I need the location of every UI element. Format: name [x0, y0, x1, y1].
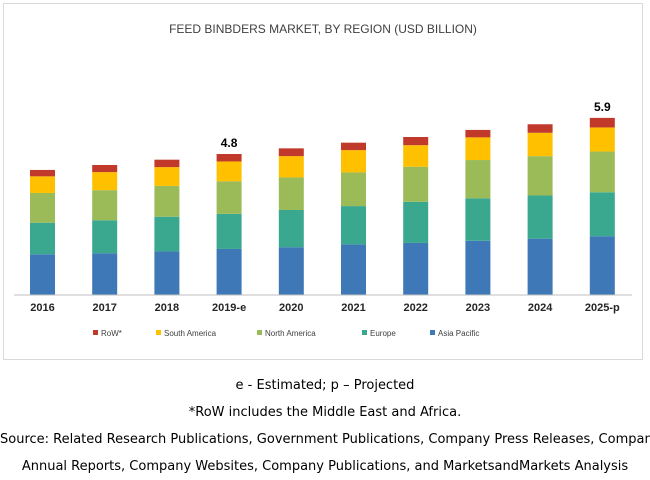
- legend-item-north-america: North America: [257, 329, 316, 338]
- bar-asia-pacific-2022: [403, 242, 429, 295]
- legend-swatch: [430, 330, 435, 335]
- bar-row-2019-e: [216, 154, 242, 162]
- source-line-2: Annual Reports, Company Websites, Compan…: [21, 459, 629, 474]
- x-tick-label: 2021: [341, 302, 365, 314]
- legend-item-europe: Europe: [362, 329, 396, 338]
- x-tick-label: 2017: [92, 302, 116, 314]
- bar-asia-pacific-2018: [154, 251, 180, 295]
- bar-asia-pacific-2020: [278, 247, 304, 295]
- bar-south-america-2024: [527, 132, 553, 157]
- x-tick-labels: 2016 2017 2018 2019-e 2020 2021 2022 2023 2024 20…: [30, 302, 620, 314]
- bar-row-2018: [154, 159, 180, 168]
- bar-row-2024: [527, 124, 553, 133]
- bar-row-2016: [30, 169, 55, 177]
- bar-asia-pacific-2017: [92, 253, 118, 295]
- x-tick-label: 2022: [403, 302, 427, 314]
- bar-row-2023: [465, 129, 491, 138]
- x-tick-label: 2018: [155, 302, 179, 314]
- x-tick-label: 2025-p: [585, 302, 620, 314]
- legend-swatch: [362, 330, 367, 335]
- data-label-2019-e: 4.8: [221, 136, 238, 150]
- x-tick-label: 2024: [528, 302, 553, 314]
- legend-label: RoW*: [101, 329, 122, 338]
- bar-north-america-2017: [92, 190, 118, 221]
- legend-label: Europe: [370, 329, 396, 338]
- bar-north-america-2021: [341, 172, 366, 207]
- bar-europe-2023: [465, 198, 491, 241]
- bar-south-america-2018: [154, 167, 180, 186]
- bar-south-america-2016: [30, 176, 55, 193]
- bar-asia-pacific-2021: [341, 244, 366, 295]
- bar-europe-2025-p: [589, 192, 615, 237]
- bar-asia-pacific-2023: [465, 240, 491, 295]
- bar-europe-2019-e: [216, 213, 242, 249]
- x-tick-label: 2016: [30, 302, 54, 314]
- bar-south-america-2020: [278, 156, 304, 178]
- bar-row-2020: [278, 148, 304, 157]
- bar-north-america-2022: [403, 166, 429, 202]
- legend-label: Asia Pacific: [438, 329, 479, 338]
- source-line-1: Source: Related Research Publications, G…: [0, 432, 650, 447]
- bar-europe-2018: [154, 216, 180, 252]
- chart-notes: e - Estimated; p – Projected *RoW includ…: [0, 372, 650, 480]
- row-footnote: *RoW includes the Middle East and Africa…: [188, 405, 462, 420]
- bar-europe-2020: [278, 209, 304, 248]
- data-labels: 4.8 5.9: [221, 100, 611, 150]
- bar-north-america-2024: [527, 156, 553, 196]
- bar-asia-pacific-2016: [30, 254, 55, 295]
- bar-north-america-2018: [154, 185, 180, 217]
- bar-asia-pacific-2025-p: [589, 236, 615, 295]
- legend-label: North America: [265, 329, 316, 338]
- bar-north-america-2025-p: [589, 151, 615, 193]
- bar-europe-2024: [527, 195, 553, 239]
- data-label-2025-p: 5.9: [594, 100, 611, 114]
- legend-swatch: [257, 330, 262, 335]
- x-tick-label: 2023: [466, 302, 490, 314]
- x-tick-label: 2020: [279, 302, 303, 314]
- bar-asia-pacific-2019-e: [216, 248, 242, 295]
- legend: RoW* South America North America Europe Asia…: [93, 329, 479, 338]
- legend-item-row: RoW*: [93, 329, 122, 338]
- chart-title: FEED BINBDERS MARKET, BY REGION (USD BIL…: [169, 22, 477, 36]
- bar-north-america-2019-e: [216, 181, 242, 214]
- bar-europe-2021: [341, 206, 366, 245]
- bar-asia-pacific-2024: [527, 238, 553, 295]
- bar-south-america-2017: [92, 172, 118, 191]
- legend-swatch: [93, 330, 98, 335]
- bar-south-america-2022: [403, 145, 429, 167]
- estimated-note: e - Estimated; p – Projected: [235, 378, 415, 393]
- bar-row-2017: [92, 164, 118, 173]
- stacked-bar-chart: FEED BINBDERS MARKET, BY REGION (USD BIL…: [14, 22, 632, 338]
- legend-item-asia-pacific: Asia Pacific: [430, 329, 479, 338]
- legend-swatch: [156, 330, 161, 335]
- bar-south-america-2021: [341, 150, 366, 173]
- legend-item-south-america: South America: [156, 329, 217, 338]
- bar-north-america-2023: [465, 160, 491, 199]
- bar-south-america-2019-e: [216, 161, 242, 182]
- bar-south-america-2023: [465, 137, 491, 161]
- bar-row-2021: [341, 142, 366, 151]
- bar-row-2025-p: [589, 117, 615, 128]
- bar-row-2022: [403, 137, 429, 146]
- legend-label: South America: [164, 329, 217, 338]
- bar-europe-2022: [403, 201, 429, 243]
- bar-north-america-2016: [30, 192, 55, 223]
- bar-europe-2017: [92, 220, 118, 254]
- bar-south-america-2025-p: [589, 127, 615, 152]
- x-tick-label: 2019-e: [212, 302, 246, 314]
- bar-north-america-2020: [278, 177, 304, 210]
- bars-group: [30, 117, 615, 295]
- bar-europe-2016: [30, 222, 55, 255]
